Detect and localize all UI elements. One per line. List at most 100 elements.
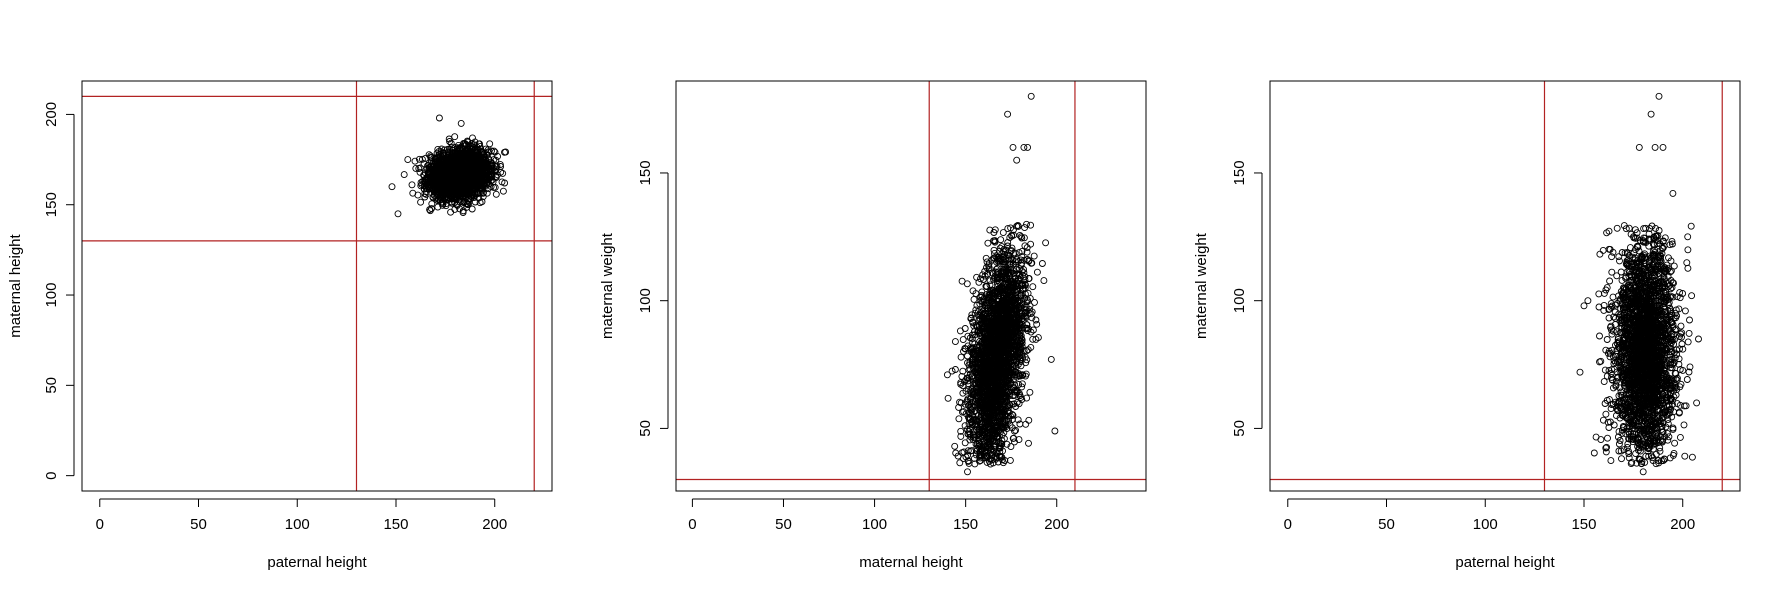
data-point (1030, 252, 1038, 260)
data-point (420, 182, 428, 190)
outlier-point (388, 183, 396, 191)
data-point (462, 190, 470, 198)
data-point (416, 168, 424, 176)
data-point (492, 190, 500, 198)
data-point (474, 190, 482, 198)
data-point (1027, 240, 1035, 248)
data-point (961, 439, 969, 447)
y-tick-label: 150 (43, 192, 60, 217)
x-axis: 0 50 100 150 200 (96, 498, 507, 533)
data-point (486, 140, 494, 148)
data-point (975, 278, 983, 286)
x-tick-label: 150 (383, 516, 408, 533)
point-cloud (944, 220, 1050, 468)
data-point (434, 153, 441, 161)
data-point (475, 140, 483, 148)
data-point (421, 190, 429, 198)
data-point (478, 198, 486, 206)
outlier-point (394, 210, 402, 218)
data-point (433, 191, 441, 199)
y-tick-label: 200 (43, 102, 60, 127)
data-point (492, 174, 500, 182)
data-point (485, 155, 493, 163)
data-point (997, 236, 1005, 244)
data-point (1033, 268, 1041, 276)
data-point (446, 138, 454, 145)
data-point (437, 155, 445, 162)
data-point (465, 198, 473, 206)
data-point (984, 239, 992, 247)
data-point (1029, 283, 1037, 291)
outlier-point (404, 156, 412, 164)
data-point (433, 149, 441, 157)
x-tick-label: 200 (482, 516, 507, 533)
data-point (425, 151, 433, 159)
data-point (408, 181, 416, 189)
data-point (501, 148, 508, 156)
data-point (447, 139, 455, 147)
data-point (1022, 420, 1030, 428)
data-point (415, 155, 423, 163)
data-point (422, 178, 429, 186)
data-point (490, 183, 498, 191)
data-point (471, 182, 479, 189)
data-point (414, 191, 422, 199)
data-point (1025, 439, 1032, 447)
data-point (400, 171, 408, 179)
data-point (1026, 388, 1034, 396)
y-axis: 0 50 100 150 200 (43, 102, 75, 480)
data-point (468, 140, 476, 148)
data-point (496, 161, 504, 169)
data-point (433, 163, 441, 171)
data-point (445, 135, 453, 143)
data-point (1027, 221, 1035, 229)
data-point (428, 205, 435, 213)
data-point (443, 196, 451, 203)
data-point (434, 203, 442, 211)
data-point (483, 151, 491, 159)
data-point (499, 187, 507, 195)
point-cloud (400, 133, 510, 216)
outlier-point (457, 119, 465, 127)
data-point (430, 162, 438, 170)
data-point (473, 147, 481, 155)
data-point (434, 145, 442, 153)
data-point (447, 195, 455, 203)
panel-1: 0 50 100 150 200 0 50 100 150 200 paternal heigh… (7, 80, 553, 571)
data-point (944, 394, 952, 402)
data-point (439, 201, 447, 209)
data-point (464, 186, 472, 194)
data-point (411, 157, 419, 165)
data-point (1038, 260, 1046, 267)
data-point (453, 190, 461, 198)
x-tick-label: 100 (285, 516, 310, 533)
data-point (454, 144, 461, 152)
data-point (460, 198, 468, 206)
data-point (490, 147, 498, 155)
x-tick-label: 50 (190, 516, 207, 533)
data-point (955, 415, 963, 423)
data-point (488, 168, 496, 175)
data-point (482, 162, 490, 170)
data-point (437, 148, 445, 156)
data-point (471, 158, 479, 166)
data-point (449, 151, 457, 158)
data-point (1042, 239, 1050, 247)
data-point (420, 160, 428, 168)
data-point (416, 164, 424, 172)
data-point (961, 325, 969, 332)
data-point (492, 156, 500, 164)
y-tick-label: 50 (43, 377, 60, 394)
y-tick-label: 0 (43, 471, 60, 479)
data-point (957, 353, 965, 361)
y-axis-label: maternal height (7, 233, 24, 337)
data-point (412, 164, 420, 172)
data-point (453, 201, 461, 209)
data-point (1006, 456, 1014, 464)
x-axis-label: paternal height (267, 554, 367, 571)
data-point (483, 175, 491, 183)
data-point (417, 198, 425, 206)
y-tick-label: 100 (43, 283, 60, 308)
data-point (459, 207, 467, 215)
